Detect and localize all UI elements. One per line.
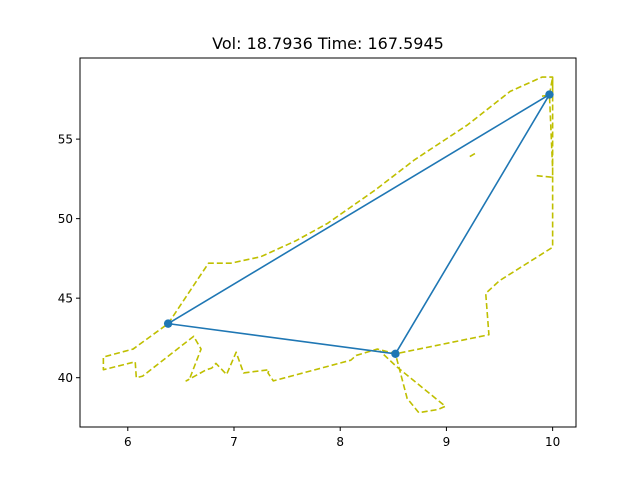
data-point-marker (545, 90, 554, 99)
series-line-trajectory-3 (378, 350, 447, 414)
data-point-marker (391, 349, 400, 359)
series-line-trajectory-1 (469, 152, 476, 158)
x-tick-label: 7 (230, 435, 238, 449)
plot-area-frame (79, 57, 577, 428)
x-axis: 6 7 8 9 10 (124, 427, 560, 449)
y-tick-label: 40 (58, 371, 73, 385)
chart-title: Vol: 18.7936 Time: 167.5945 (212, 34, 444, 53)
data-point-marker (163, 319, 173, 328)
series-line-triangle (167, 93, 551, 355)
x-tick-label: 9 (443, 435, 451, 449)
series-line-trajectory-2 (102, 76, 554, 382)
x-tick-label: 6 (124, 435, 132, 449)
x-tick-label: 8 (336, 435, 344, 449)
x-tick-label: 10 (545, 435, 560, 449)
y-tick-label: 50 (58, 212, 73, 226)
y-tick-label: 55 (58, 133, 73, 147)
y-axis: 40 45 50 55 (58, 133, 80, 385)
y-tick-label: 45 (58, 292, 73, 306)
